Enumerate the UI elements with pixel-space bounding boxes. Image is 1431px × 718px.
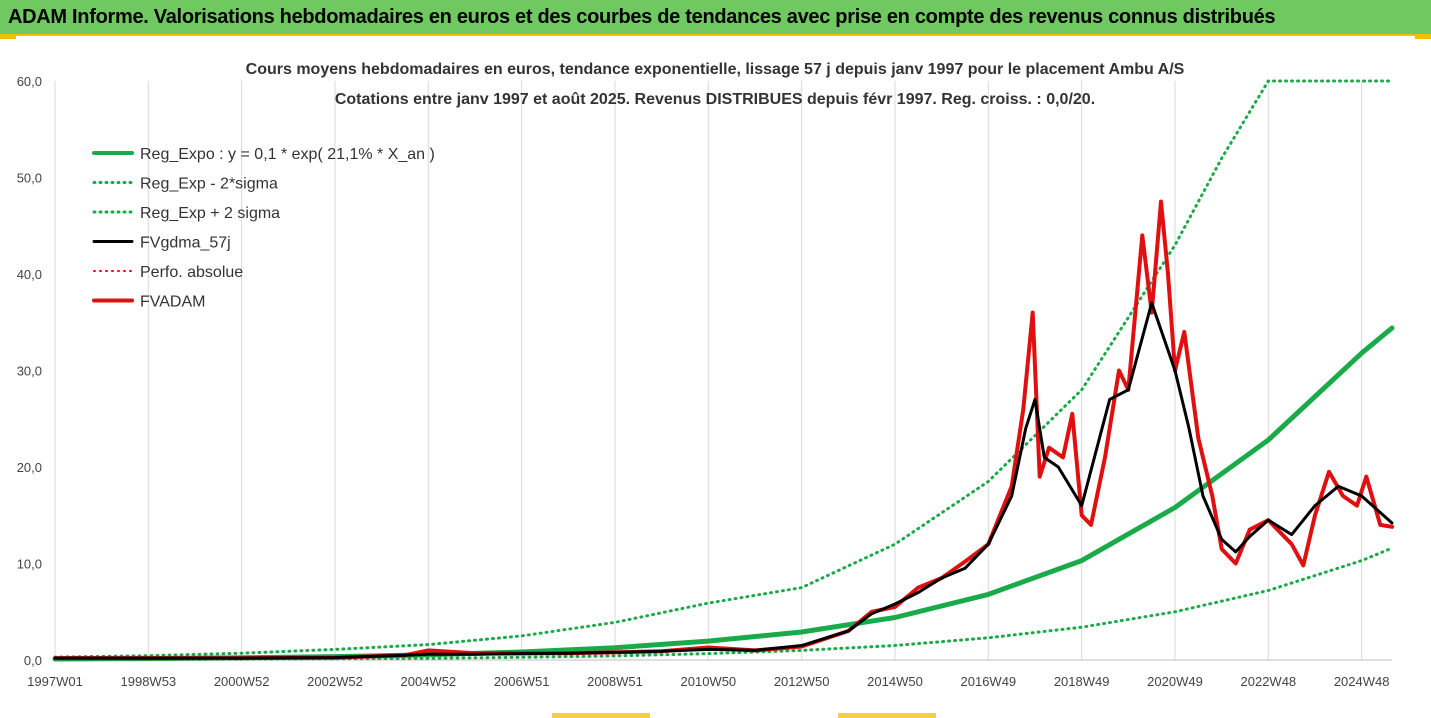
- corner-mark-right: [1415, 36, 1431, 39]
- grid: [54, 81, 1392, 661]
- x-tick-label: 2024W48: [1334, 674, 1390, 689]
- legend-label: FVgdma_57j: [140, 235, 231, 252]
- series-line: [53, 301, 1394, 660]
- x-tick-label: 2012W50: [774, 674, 830, 689]
- x-tick-label: 2020W49: [1147, 674, 1203, 689]
- legend-label: Reg_Exp - 2*sigma: [140, 176, 278, 193]
- report-title: ADAM Informe. Valorisations hebdomadaire…: [8, 6, 1276, 28]
- corner-mark-left: [0, 36, 16, 39]
- x-tick-label: 2008W51: [587, 674, 643, 689]
- legend: Reg_Expo : y = 0,1 * exp( 21,1% * X_an )…: [92, 146, 435, 311]
- x-tick-label: 1997W01: [27, 674, 83, 689]
- y-tick-label: 40,0: [17, 267, 42, 282]
- x-tick-label: 2016W49: [961, 674, 1017, 689]
- y-tick-label: 20,0: [17, 460, 42, 475]
- x-axis: 1997W01 1998W53 2000W52 2002W52 2004W52 2006W…: [27, 674, 1389, 689]
- legend-label: Reg_Expo : y = 0,1 * exp( 21,1% * X_an ): [140, 146, 435, 163]
- x-tick-label: 2006W51: [494, 674, 550, 689]
- report-banner: ADAM Informe. Valorisations hebdomadaire…: [0, 0, 1431, 36]
- y-tick-label: 30,0: [17, 364, 42, 379]
- legend-label: FVADAM: [140, 294, 205, 311]
- y-tick-label: 10,0: [17, 557, 42, 572]
- series-line: [53, 79, 1394, 659]
- legend-label: Reg_Exp + 2 sigma: [140, 205, 280, 222]
- plot-area: [52, 79, 1395, 662]
- x-tick-label: 2014W50: [867, 674, 923, 689]
- chart-title-line2: Cotations entre janv 1997 et août 2025. …: [335, 91, 1095, 108]
- x-tick-label: 2018W49: [1054, 674, 1110, 689]
- y-tick-label: 60,0: [17, 74, 42, 89]
- series-line: [53, 546, 1394, 662]
- series-line: [53, 199, 1394, 661]
- sheet-tab-marker: [838, 713, 936, 718]
- y-tick-label: 50,0: [17, 171, 42, 186]
- chart: Cours moyens hebdomadaires en euros, ten…: [17, 61, 1395, 689]
- x-tick-label: 1998W53: [121, 674, 177, 689]
- chart-title-line1: Cours moyens hebdomadaires en euros, ten…: [246, 61, 1185, 78]
- x-tick-label: 2010W50: [681, 674, 737, 689]
- y-tick-label: 0,0: [24, 653, 42, 668]
- y-axis: 0,0 10,0 20,0 30,0 40,0 50,0 60,0: [17, 74, 42, 668]
- series-line: [54, 200, 1393, 660]
- sheet-tab-marker: [552, 713, 650, 718]
- x-tick-label: 2022W48: [1241, 674, 1297, 689]
- x-tick-label: 2000W52: [214, 674, 270, 689]
- x-tick-label: 2002W52: [307, 674, 363, 689]
- x-tick-label: 2004W52: [401, 674, 457, 689]
- legend-label: Perfo. absolue: [140, 264, 243, 281]
